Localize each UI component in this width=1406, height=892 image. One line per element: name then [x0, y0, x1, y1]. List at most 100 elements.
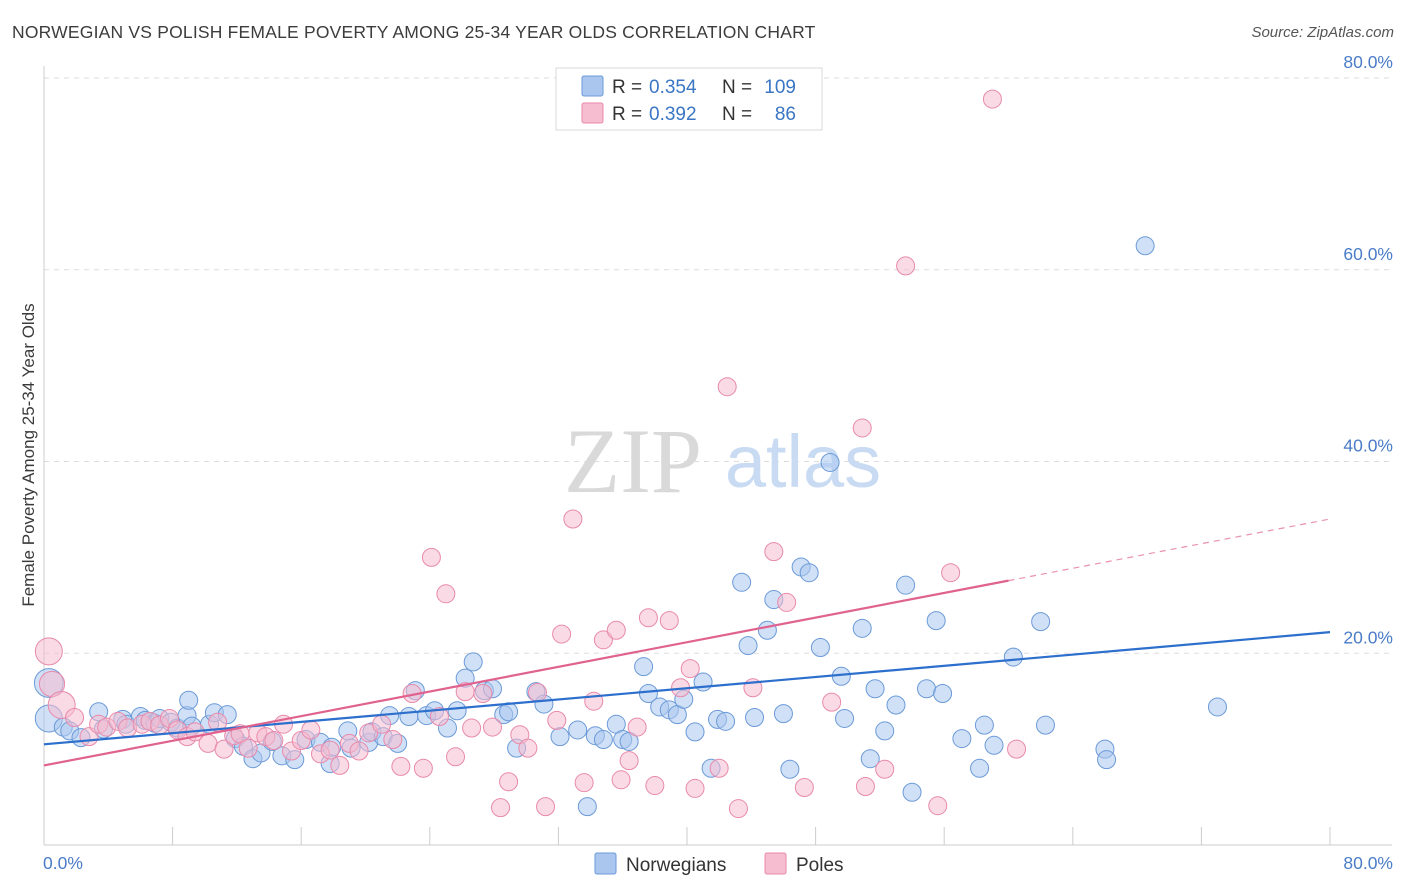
- norwegian-point-90: [886, 695, 906, 715]
- source-label: Source: ZipAtlas.com: [1251, 24, 1394, 41]
- pole-point-65: [645, 776, 665, 796]
- pole-point-69: [685, 778, 705, 798]
- legend-r-label-2: R =: [612, 104, 642, 125]
- pole-point-76: [794, 777, 814, 797]
- legend-n-value-1: 109: [764, 77, 796, 98]
- legend-r-label-1: R =: [612, 77, 642, 98]
- pole-point-45: [462, 718, 482, 738]
- x-tick-label-1: 80.0%: [1343, 853, 1393, 873]
- norwegian-point-44: [447, 701, 467, 721]
- norwegian-point-61: [619, 731, 639, 751]
- pole-point-85: [1007, 739, 1027, 759]
- pole-point-30: [320, 740, 340, 760]
- pole-point-42: [436, 584, 456, 604]
- legend-n-label-2: N =: [722, 104, 752, 125]
- norwegian-point-78: [773, 704, 793, 724]
- pole-point-66: [659, 611, 679, 631]
- x-tick-label-0: 0.0%: [43, 853, 83, 873]
- y-tick-label-3: 80.0%: [1343, 52, 1393, 72]
- norwegian-point-56: [577, 797, 597, 817]
- norwegian-point-81: [799, 563, 819, 583]
- norwegian-point-72: [716, 711, 736, 731]
- pole-point-70: [709, 758, 729, 778]
- norwegian-point-97: [970, 758, 990, 778]
- norwegian-point-102: [1035, 715, 1055, 735]
- pole-point-55: [552, 624, 572, 644]
- series-legend-swatch-poles: [764, 852, 787, 875]
- pole-point-28: [301, 720, 321, 740]
- pole-point-52: [528, 683, 548, 703]
- norwegian-point-104: [1097, 750, 1117, 770]
- series-legend: Norwegians Poles: [594, 852, 844, 876]
- trend-line-norwegians: [43, 631, 1331, 746]
- norwegian-point-82: [810, 637, 830, 657]
- norwegian-point-95: [933, 684, 953, 704]
- pole-point-40: [421, 547, 441, 567]
- pole-point-68: [680, 659, 700, 679]
- norwegian-point-106: [1207, 697, 1227, 717]
- pole-point-16: [198, 733, 218, 753]
- pole-point-46: [473, 684, 493, 704]
- pole-point-0: [34, 637, 63, 666]
- pole-point-79: [855, 777, 875, 797]
- pole-point-56: [563, 509, 583, 529]
- pole-point-59: [593, 630, 613, 650]
- pole-point-64: [638, 608, 658, 628]
- pole-point-71: [717, 377, 737, 397]
- norwegian-point-58: [593, 730, 613, 750]
- norwegian-point-74: [738, 636, 758, 656]
- norwegian-point-94: [926, 611, 946, 631]
- pole-point-31: [330, 755, 350, 775]
- pole-point-36: [383, 730, 403, 750]
- pole-point-48: [491, 798, 511, 818]
- norwegian-point-87: [860, 749, 880, 769]
- norwegian-point-54: [550, 727, 570, 747]
- pole-point-35: [372, 714, 392, 734]
- norwegian-point-76: [757, 620, 777, 640]
- pole-point-62: [619, 751, 639, 771]
- pole-point-80: [875, 759, 895, 779]
- norwegian-point-73: [732, 572, 752, 592]
- pole-point-83: [941, 563, 961, 583]
- legend-swatch-poles: [581, 102, 604, 124]
- norwegian-point-100: [1003, 647, 1023, 667]
- series-legend-swatch-norwegians: [594, 852, 617, 875]
- norwegian-point-75: [745, 707, 765, 727]
- pole-point-51: [518, 738, 538, 758]
- pole-point-84: [982, 89, 1002, 109]
- norwegian-point-85: [835, 708, 855, 728]
- series-legend-label-poles: Poles: [796, 855, 844, 876]
- norwegian-point-99: [984, 735, 1004, 755]
- trend-line-extension-poles: [1008, 518, 1331, 582]
- pole-point-43: [446, 747, 466, 767]
- pole-point-75: [777, 592, 797, 612]
- pole-point-37: [391, 756, 411, 776]
- norwegian-point-68: [685, 722, 705, 742]
- gridlines: [44, 77, 1392, 654]
- legend-n-value-2: 86: [775, 104, 796, 125]
- series-legend-label-norwegians: Norwegians: [626, 855, 726, 876]
- norwegian-point-105: [1135, 236, 1155, 256]
- norwegian-point-91: [896, 575, 916, 595]
- pole-point-57: [574, 773, 594, 793]
- norwegian-point-46: [463, 652, 483, 672]
- pole-point-33: [349, 741, 369, 761]
- pole-point-21: [238, 738, 258, 758]
- norwegian-point-16: [179, 690, 199, 710]
- norwegian-point-62: [634, 657, 654, 677]
- tick-labels: 20.0% 40.0% 60.0% 80.0% 0.0% 80.0%: [43, 52, 1393, 873]
- pole-point-24: [264, 730, 284, 750]
- norwegian-point-96: [952, 729, 972, 749]
- norwegian-point-86: [852, 618, 872, 638]
- legend-swatch-norwegians: [581, 75, 604, 97]
- watermark-zip: ZIP: [564, 410, 702, 512]
- norwegian-point-88: [865, 679, 885, 699]
- pole-point-60: [606, 620, 626, 640]
- pole-point-78: [852, 418, 872, 438]
- norwegian-point-83: [820, 452, 840, 472]
- pole-point-18: [214, 739, 234, 759]
- pole-point-3: [65, 707, 85, 727]
- trend-lines: [43, 518, 1331, 767]
- legend-r-value-1: 0.354: [649, 77, 697, 98]
